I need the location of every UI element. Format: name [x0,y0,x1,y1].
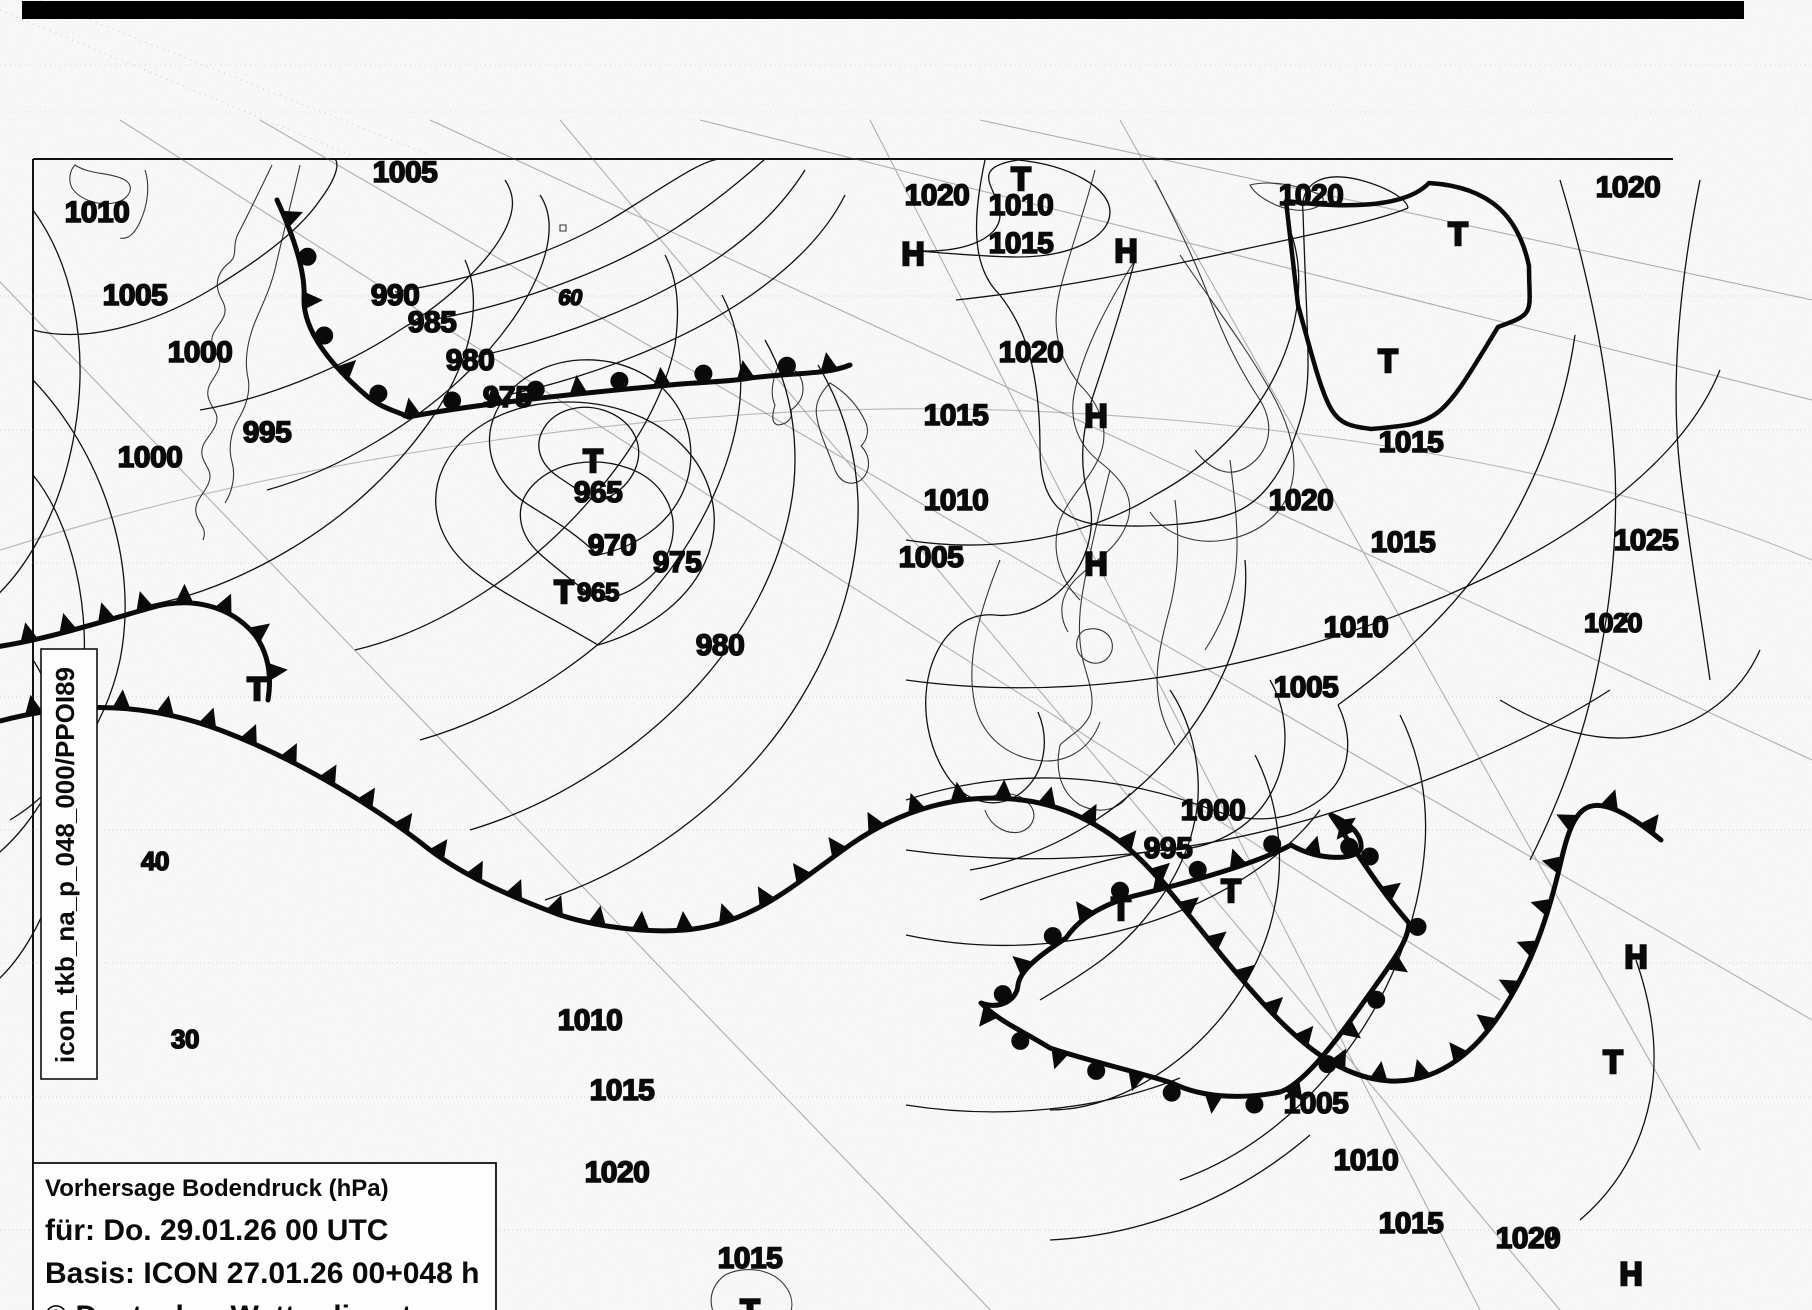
svg-text:970: 970 [588,529,637,562]
svg-text:H: H [1084,546,1107,582]
svg-text:995: 995 [1144,832,1193,865]
svg-text:1010: 1010 [924,484,989,517]
svg-text:1020: 1020 [585,1156,650,1189]
svg-text:T: T [1111,891,1131,927]
svg-text:1005: 1005 [103,279,168,312]
svg-text:40: 40 [141,846,169,876]
svg-text:1015: 1015 [1371,526,1436,559]
svg-text:1005: 1005 [1284,1087,1349,1120]
svg-text:60: 60 [558,285,583,310]
svg-text:T: T [583,443,603,479]
svg-text:975: 975 [653,546,702,579]
svg-text:1010: 1010 [1324,611,1389,644]
svg-text:1015: 1015 [590,1074,655,1107]
svg-text:985: 985 [408,306,457,339]
svg-text:H: H [1114,233,1137,269]
svg-text:1020: 1020 [1269,484,1334,517]
svg-text:T: T [1603,1044,1623,1080]
svg-text:1015: 1015 [718,1242,783,1275]
svg-text:1000: 1000 [118,441,183,474]
svg-text:1005: 1005 [899,541,964,574]
svg-text:1010: 1010 [1334,1144,1399,1177]
svg-text:1020: 1020 [1584,608,1642,638]
svg-text:x: x [1620,609,1629,626]
svg-text:T: T [1378,343,1398,379]
svg-text:H: H [901,236,924,272]
svg-text:1005: 1005 [1274,671,1339,704]
svg-text:1015: 1015 [1379,426,1444,459]
svg-text:icon_tkb_na_p_048_000/PPOI89: icon_tkb_na_p_048_000/PPOI89 [50,667,80,1063]
svg-text:0: 0 [1547,1227,1556,1244]
svg-text:T: T [1011,161,1031,197]
svg-text:1005: 1005 [373,156,438,189]
svg-text:1000: 1000 [1181,794,1246,827]
svg-text:995: 995 [243,416,292,449]
svg-text:1000: 1000 [168,336,233,369]
svg-text:Vorhersage Bodendruck (hPa): Vorhersage Bodendruck (hPa) [45,1175,389,1202]
svg-text:H: H [1624,939,1647,975]
svg-text:1010: 1010 [558,1004,623,1037]
svg-text:Basis: ICON 27.01.26 00+048 h: Basis: ICON 27.01.26 00+048 h [45,1257,479,1290]
svg-text:1020: 1020 [905,179,970,212]
svg-text:30: 30 [171,1024,199,1054]
svg-text:H: H [1084,398,1107,434]
svg-text:965: 965 [574,476,623,509]
svg-text:1010: 1010 [65,196,130,229]
svg-text:980: 980 [696,629,745,662]
svg-text:1020: 1020 [999,336,1064,369]
svg-text:für: Do. 29.01.26 00 UTC: für: Do. 29.01.26 00 UTC [45,1214,388,1247]
svg-text:T: T [554,574,574,610]
svg-text:T: T [1221,873,1241,909]
svg-text:1020: 1020 [1279,179,1344,212]
svg-text:1015: 1015 [1379,1207,1444,1240]
svg-text:975: 975 [483,381,532,414]
svg-text:1015: 1015 [989,227,1054,260]
svg-text:T: T [247,671,267,707]
svg-text:© Deutscher Wetterdienst: © Deutscher Wetterdienst [45,1300,412,1310]
svg-text:1015: 1015 [924,399,989,432]
svg-text:1025: 1025 [1614,524,1679,557]
svg-text:980: 980 [446,344,495,377]
svg-text:1020: 1020 [1596,171,1661,204]
svg-text:965: 965 [577,577,619,607]
svg-text:T: T [1448,216,1468,252]
svg-text:T: T [740,1293,760,1310]
svg-text:H: H [1619,1256,1642,1292]
